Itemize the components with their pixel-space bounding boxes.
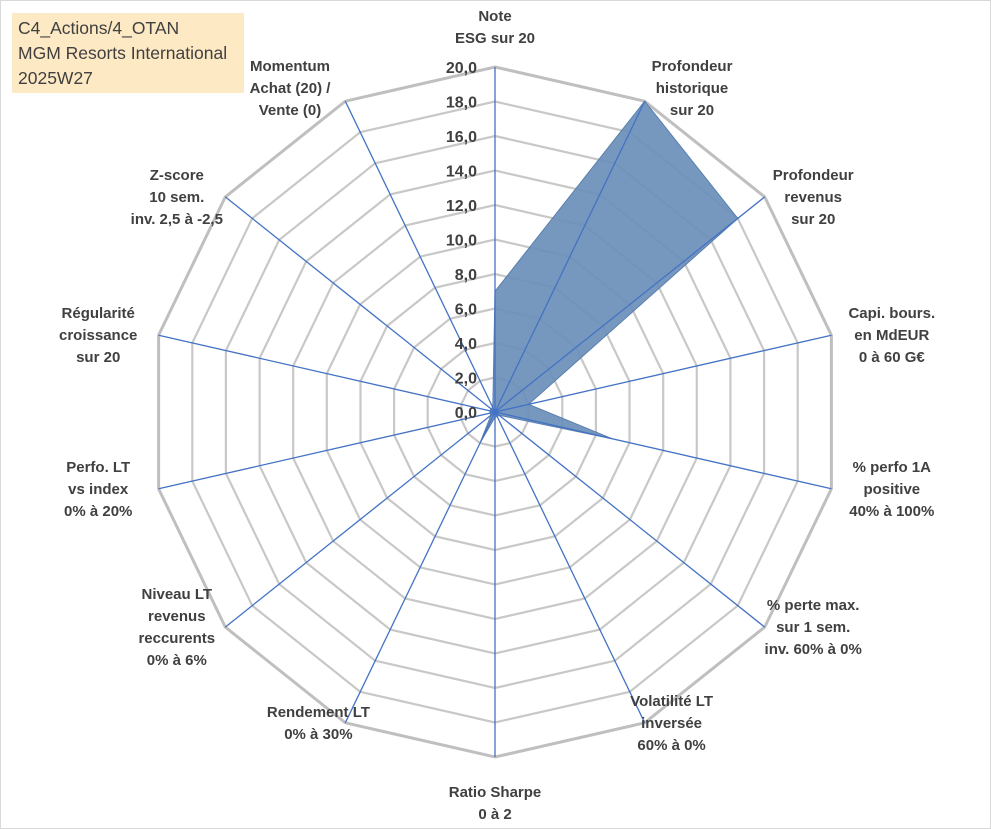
axis-label-line: Momentum — [250, 58, 330, 75]
axis-label-line: Note — [478, 8, 511, 25]
axis-label: Momentum Achat (20) / Vente (0) — [250, 58, 332, 119]
axis-label-line: % perte max. — [767, 597, 860, 614]
axis-label: Perfo. LT vs index 0% à 20% — [64, 459, 132, 520]
tick-label: 10,0 — [446, 233, 477, 250]
axis-label-line: Niveau LT — [142, 586, 213, 603]
axis-label-line: sur 20 — [791, 211, 835, 228]
tick-label: 8,0 — [455, 267, 477, 284]
axis-spoke — [158, 334, 496, 413]
axis-spoke — [344, 411, 496, 724]
axis-spoke — [494, 196, 766, 413]
title-line-3: 2025W27 — [18, 68, 93, 88]
axis-label: Ratio Sharpe 0 à 2 — [449, 784, 542, 823]
axis-label-line: Profondeur — [652, 58, 733, 75]
axis-label-line: inversée — [641, 715, 702, 732]
series-area — [479, 100, 739, 444]
tick-label: 16,0 — [446, 129, 477, 146]
axis-label-line: vs index — [68, 481, 129, 498]
axis-label: Régularité croissance sur 20 — [59, 305, 137, 366]
axis-label: Volatilité LT inversée 60% à 0% — [630, 693, 713, 754]
axis-label: Rendement LT 0% à 30% — [267, 704, 370, 743]
tick-label: 6,0 — [455, 302, 477, 319]
axis-spoke — [494, 411, 646, 724]
axis-label-line: Capi. bours. — [848, 305, 935, 322]
axis-label: Profondeur revenus sur 20 — [773, 167, 854, 228]
axis-spoke — [494, 334, 832, 413]
axis-label-line: Profondeur — [773, 167, 854, 184]
axis-label: Capi. bours. en MdEUR 0 à 60 G€ — [848, 305, 935, 366]
axis-label-line: croissance — [59, 327, 137, 344]
tick-label: 4,0 — [455, 336, 477, 353]
tick-label: 14,0 — [446, 164, 477, 181]
axis-label-line: revenus — [148, 608, 206, 625]
axis-label-line: % perfo 1A — [853, 459, 932, 476]
spoke-layer — [158, 67, 832, 757]
axis-label-line: Ratio Sharpe — [449, 784, 542, 801]
axis-label-line: 60% à 0% — [637, 737, 705, 754]
axis-spoke — [494, 411, 766, 628]
axis-label-line: Z-score — [150, 167, 204, 184]
title-line-1: C4_Actions/4_OTAN — [18, 18, 180, 38]
axis-label-line: Rendement LT — [267, 704, 370, 721]
axis-label: Z-score 10 sem. inv. 2,5 à -2,5 — [131, 167, 223, 228]
tick-label: 12,0 — [446, 198, 477, 215]
axis-spoke — [224, 411, 496, 628]
axis-label-line: Régularité — [62, 305, 135, 322]
tick-layer: 0,0 2,0 4,0 6,0 8,0 10,0 12,0 14,0 16,0 18,0 20,0 — [446, 60, 477, 422]
axis-label-line: sur 20 — [76, 349, 120, 366]
axis-label-line: Volatilité LT — [630, 693, 713, 710]
axis-label-line: 40% à 100% — [849, 503, 934, 520]
axis-label: Profondeur historique sur 20 — [652, 58, 733, 119]
axis-label: % perfo 1A positive 40% à 100% — [849, 459, 934, 520]
axis-label-line: reccurents — [138, 630, 215, 647]
axis-spoke — [494, 411, 832, 490]
chart-title-box: C4_Actions/4_OTAN MGM Resorts Internatio… — [12, 13, 244, 93]
axis-label-line: inv. 60% à 0% — [765, 641, 862, 658]
axis-label-line: historique — [656, 80, 729, 97]
axis-label: Note ESG sur 20 — [455, 8, 535, 47]
axis-label-line: 0% à 6% — [147, 652, 207, 669]
data-layer — [479, 100, 739, 444]
axis-label-line: 0 à 2 — [478, 806, 511, 823]
axis-spoke — [344, 100, 496, 413]
tick-label: 18,0 — [446, 95, 477, 112]
axis-label: Niveau LT revenus reccurents 0% à 6% — [138, 586, 215, 669]
axis-spoke — [158, 411, 496, 490]
axis-label-line: Perfo. LT — [66, 459, 130, 476]
tick-label: 2,0 — [455, 371, 477, 388]
title-line-2: MGM Resorts International — [18, 43, 228, 63]
axis-label-line: Achat (20) / — [250, 80, 332, 97]
axis-spoke — [224, 196, 496, 413]
axis-label-line: en MdEUR — [854, 327, 929, 344]
tick-label: 20,0 — [446, 60, 477, 77]
axis-label-line: 0% à 20% — [64, 503, 132, 520]
axis-label-line: Vente (0) — [259, 102, 322, 119]
tick-label: 0,0 — [455, 405, 477, 422]
axis-label: % perte max. sur 1 sem. inv. 60% à 0% — [765, 597, 862, 658]
axis-label-line: 10 sem. — [149, 189, 204, 206]
axis-label-line: 0 à 60 G€ — [859, 349, 926, 366]
axis-label-line: ESG sur 20 — [455, 30, 535, 47]
axis-label-line: sur 20 — [670, 102, 714, 119]
axis-spoke — [494, 100, 646, 413]
axis-label-line: 0% à 30% — [284, 726, 352, 743]
axis-label-layer: Note ESG sur 20 Profondeur historique sur 20… — [59, 8, 935, 823]
axis-label-line: inv. 2,5 à -2,5 — [131, 211, 223, 228]
axis-label-line: positive — [863, 481, 920, 498]
axis-label-line: sur 1 sem. — [776, 619, 850, 636]
axis-label-line: revenus — [784, 189, 842, 206]
